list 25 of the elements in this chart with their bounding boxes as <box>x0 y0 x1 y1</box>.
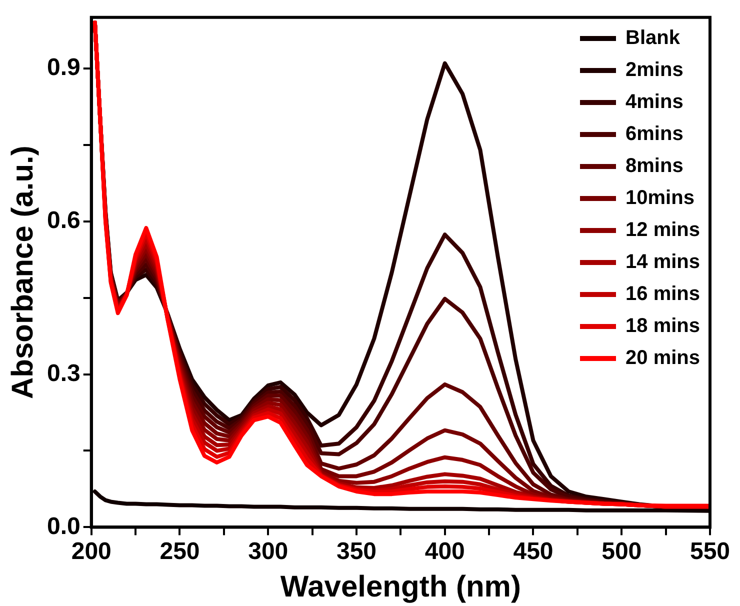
legend-label: 12 mins <box>626 218 700 242</box>
legend-label: 10mins <box>626 186 694 210</box>
legend-label: Blank <box>626 26 680 50</box>
legend-label: 18 mins <box>626 314 700 338</box>
x-tick-label: 450 <box>513 538 554 566</box>
y-tick-label: 0.9 <box>46 54 80 82</box>
y-tick-label: 0.6 <box>46 206 80 234</box>
legend-label: 4mins <box>626 90 684 114</box>
legend-label: 16 mins <box>626 282 700 306</box>
legend-label: 20 mins <box>626 346 700 370</box>
y-tick-label: 0.0 <box>46 512 80 540</box>
x-tick-label: 350 <box>336 538 377 566</box>
x-axis-title: Wavelength (nm) <box>280 570 521 604</box>
x-tick-label: 200 <box>71 538 112 566</box>
x-tick-label: 550 <box>690 538 730 566</box>
x-tick-label: 250 <box>160 538 200 566</box>
x-tick-label: 400 <box>424 538 465 566</box>
legend-label: 8mins <box>626 154 684 178</box>
x-tick-label: 500 <box>602 538 642 566</box>
legend-label: 14 mins <box>626 250 700 274</box>
y-tick-label: 0.3 <box>46 360 80 387</box>
legend-label: 2mins <box>626 58 684 82</box>
y-axis-title: Absorbance (a.u.) <box>6 146 40 399</box>
legend-label: 6mins <box>626 122 684 146</box>
x-tick-label: 300 <box>248 538 288 566</box>
